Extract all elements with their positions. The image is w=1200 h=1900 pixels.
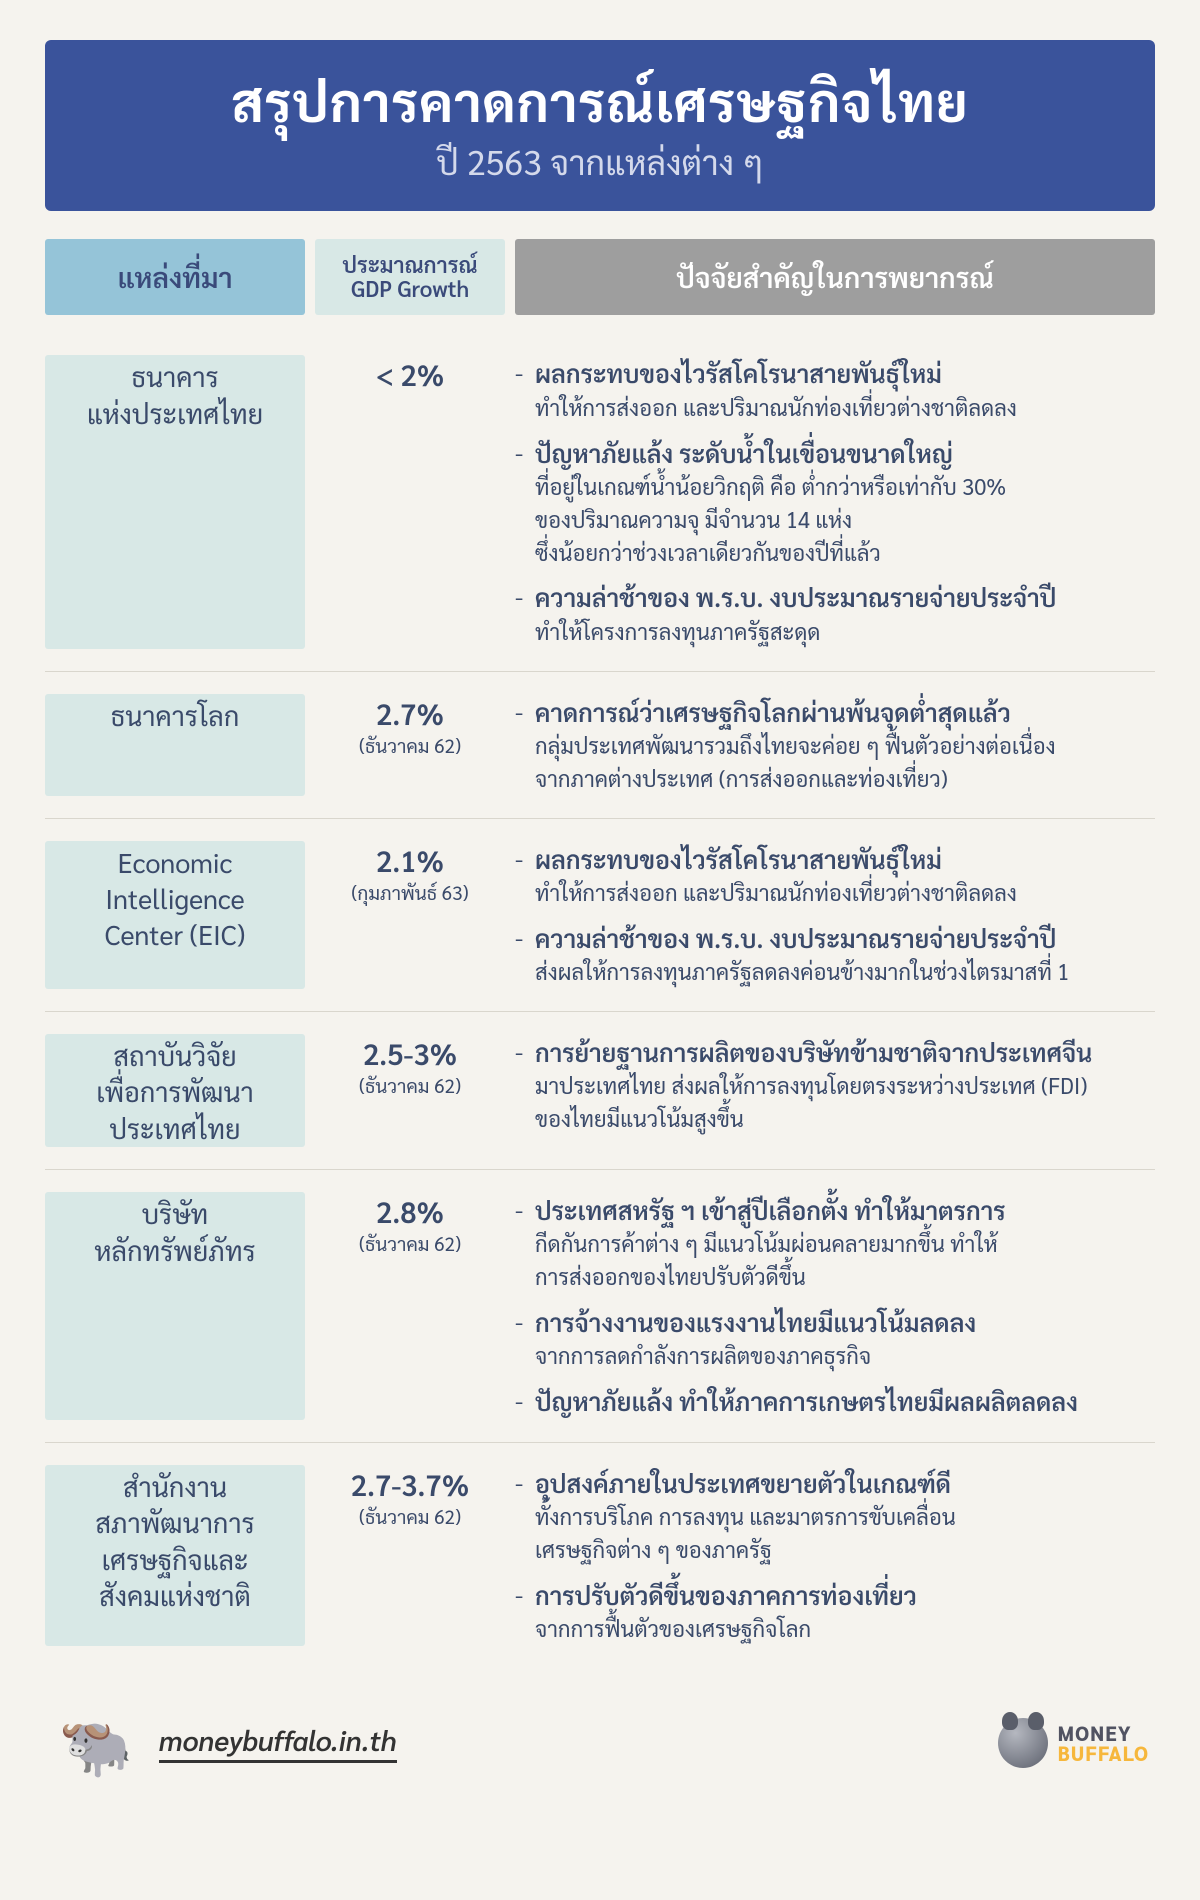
gdp-note: (ธันวาคม 62) [359, 1074, 461, 1098]
factor-sub: ส่งผลให้การลงทุนภาครัฐลดลงค่อนข้างมากในช… [535, 957, 1145, 989]
gdp-value: < 2% [376, 355, 444, 393]
table-row: สถาบันวิจัยเพื่อการพัฒนาประเทศไทย2.5-3%(… [45, 1012, 1155, 1170]
factor-sub: มาประเทศไทย ส่งผลให้การลงทุนโดยตรงระหว่า… [535, 1071, 1145, 1103]
col-header-factors: ปัจจัยสำคัญในการพยากรณ์ [515, 239, 1155, 315]
factor-item: - ความล่าช้าของ พ.ร.บ. งบประมาณรายจ่ายปร… [515, 920, 1145, 989]
factor-sub: กีดกันการค้าต่าง ๆ มีแนวโน้มผ่อนคลายมากข… [535, 1229, 1145, 1261]
table-row: ธนาคารแห่งประเทศไทย < 2% - ผลกระทบของไวรัส… [45, 333, 1155, 671]
factor-sub: ของไทยมีแนวโน้มสูงขึ้น [535, 1104, 1145, 1136]
mascot-icon: 🐃 [51, 1698, 141, 1788]
table-row: สำนักงานสภาพัฒนาการเศรษฐกิจและสังคมแห่งช… [45, 1443, 1155, 1668]
cell-source: EconomicIntelligenceCenter (EIC) [45, 841, 305, 989]
factor-main: - อุปสงค์ภายในประเทศขยายตัวในเกณฑ์ดี [515, 1465, 1145, 1501]
col-header-source: แหล่งที่มา [45, 239, 305, 315]
cell-gdp: 2.5-3%(ธันวาคม 62) [315, 1034, 505, 1147]
cell-source: สำนักงานสภาพัฒนาการเศรษฐกิจและสังคมแห่งช… [45, 1465, 305, 1646]
page-subtitle: ปี 2563 จากแหล่งต่าง ๆ [65, 139, 1135, 183]
gdp-note: (กุมภาพันธ์ 63) [351, 881, 468, 905]
table-row: EconomicIntelligenceCenter (EIC)2.1%(กุม… [45, 819, 1155, 1012]
cell-gdp: 2.1%(กุมภาพันธ์ 63) [315, 841, 505, 989]
factor-sub: การส่งออกของไทยปรับตัวดีขึ้น [535, 1262, 1145, 1294]
factor-item: - ปัญหาภัยแล้ง ระดับน้ำในเขื่อนขนาดใหญ่ท… [515, 435, 1145, 570]
factor-item: - อุปสงค์ภายในประเทศขยายตัวในเกณฑ์ดีทั้ง… [515, 1465, 1145, 1567]
factor-main: - คาดการณ์ว่าเศรษฐกิจโลกผ่านพ้นจุดต่ำสุด… [515, 694, 1145, 730]
gdp-value: 2.1% [376, 841, 444, 879]
cell-source: ธนาคารแห่งประเทศไทย [45, 355, 305, 648]
factor-main: - การย้ายฐานการผลิตของบริษัทข้ามชาติจากป… [515, 1034, 1145, 1070]
cell-factors: - ผลกระทบของไวรัสโคโรนาสายพันธุ์ใหม่ทำให… [515, 355, 1155, 648]
factor-sub: ทำให้การส่งออก และปริมาณนักท่องเที่ยวต่า… [535, 393, 1145, 425]
cell-factors: - การย้ายฐานการผลิตของบริษัทข้ามชาติจากป… [515, 1034, 1155, 1147]
table-row: บริษัทหลักทรัพย์ภัทร2.8%(ธันวาคม 62)- ปร… [45, 1170, 1155, 1442]
factor-sub: ที่อยู่ในเกณฑ์น้ำน้อยวิกฤติ คือ ต่ำกว่าห… [535, 472, 1145, 504]
factor-item: - การจ้างงานของแรงงานไทยมีแนวโน้มลดลงจาก… [515, 1304, 1145, 1373]
factor-sub: จากภาคต่างประเทศ (การส่งออกและท่องเที่ยว… [535, 764, 1145, 796]
factor-item: - ปัญหาภัยแล้ง ทำให้ภาคการเกษตรไทยมีผลผล… [515, 1383, 1145, 1419]
cell-source: ธนาคารโลก [45, 694, 305, 796]
factor-item: - ผลกระทบของไวรัสโคโรนาสายพันธุ์ใหม่ทำให… [515, 841, 1145, 910]
table-row: ธนาคารโลก2.7%(ธันวาคม 62)- คาดการณ์ว่าเศ… [45, 672, 1155, 819]
cell-factors: - คาดการณ์ว่าเศรษฐกิจโลกผ่านพ้นจุดต่ำสุด… [515, 694, 1155, 796]
col-header-gdp: ประมาณการณ์GDP Growth [315, 239, 505, 315]
factor-item: - ความล่าช้าของ พ.ร.บ. งบประมาณรายจ่ายปร… [515, 579, 1145, 648]
factor-item: - การย้ายฐานการผลิตของบริษัทข้ามชาติจากป… [515, 1034, 1145, 1136]
factor-main: - ปัญหาภัยแล้ง ระดับน้ำในเขื่อนขนาดใหญ่ [515, 435, 1145, 471]
factor-main: - ความล่าช้าของ พ.ร.บ. งบประมาณรายจ่ายปร… [515, 920, 1145, 956]
factor-item: - การปรับตัวดีขึ้นของภาคการท่องเที่ยวจาก… [515, 1577, 1145, 1646]
factor-main: - ปัญหาภัยแล้ง ทำให้ภาคการเกษตรไทยมีผลผล… [515, 1383, 1145, 1419]
gdp-note: (ธันวาคม 62) [359, 1505, 461, 1529]
gdp-value: 2.8% [376, 1192, 444, 1230]
cell-source: สถาบันวิจัยเพื่อการพัฒนาประเทศไทย [45, 1034, 305, 1147]
factor-item: - ประเทศสหรัฐ ฯ เข้าสู่ปีเลือกตั้ง ทำให้… [515, 1192, 1145, 1294]
gdp-value: 2.7% [376, 694, 444, 732]
cell-gdp: < 2% [315, 355, 505, 648]
column-headers: แหล่งที่มา ประมาณการณ์GDP Growth ปัจจัยส… [45, 239, 1155, 315]
cell-source: บริษัทหลักทรัพย์ภัทร [45, 1192, 305, 1419]
cell-factors: - อุปสงค์ภายในประเทศขยายตัวในเกณฑ์ดีทั้ง… [515, 1465, 1155, 1646]
brand-logo: MONEY BUFFALO [998, 1718, 1149, 1768]
factor-main: - ผลกระทบของไวรัสโคโรนาสายพันธุ์ใหม่ [515, 355, 1145, 391]
factor-sub: ทำให้การส่งออก และปริมาณนักท่องเที่ยวต่า… [535, 878, 1145, 910]
factor-sub: กลุ่มประเทศพัฒนารวมถึงไทยจะค่อย ๆ ฟื้นตั… [535, 731, 1145, 763]
footer-url: moneybuffalo.in.th [159, 1722, 397, 1763]
factor-main: - ความล่าช้าของ พ.ร.บ. งบประมาณรายจ่ายปร… [515, 579, 1145, 615]
buffalo-head-icon [998, 1718, 1048, 1768]
factor-item: - ผลกระทบของไวรัสโคโรนาสายพันธุ์ใหม่ทำให… [515, 355, 1145, 424]
factor-sub: ของปริมาณความจุ มีจำนวน 14 แห่ง [535, 505, 1145, 537]
factor-main: - ผลกระทบของไวรัสโคโรนาสายพันธุ์ใหม่ [515, 841, 1145, 877]
factor-main: - ประเทศสหรัฐ ฯ เข้าสู่ปีเลือกตั้ง ทำให้… [515, 1192, 1145, 1228]
factor-sub: เศรษฐกิจต่าง ๆ ของภาครัฐ [535, 1535, 1145, 1567]
page-title: สรุปการคาดการณ์เศรษฐกิจไทย [65, 64, 1135, 135]
gdp-value: 2.5-3% [363, 1034, 457, 1072]
factor-sub: จากการลดกำลังการผลิตของภาคธุรกิจ [535, 1341, 1145, 1373]
factor-item: - คาดการณ์ว่าเศรษฐกิจโลกผ่านพ้นจุดต่ำสุด… [515, 694, 1145, 796]
cell-gdp: 2.8%(ธันวาคม 62) [315, 1192, 505, 1419]
factor-sub: ทั้งการบริโภค การลงทุน และมาตรการขับเคลื… [535, 1502, 1145, 1534]
factor-sub: จากการฟื้นตัวของเศรษฐกิจโลก [535, 1614, 1145, 1646]
footer: 🐃 moneybuffalo.in.th MONEY BUFFALO [45, 1698, 1155, 1788]
cell-factors: - ผลกระทบของไวรัสโคโรนาสายพันธุ์ใหม่ทำให… [515, 841, 1155, 989]
gdp-value: 2.7-3.7% [351, 1465, 469, 1503]
gdp-note: (ธันวาคม 62) [359, 1232, 461, 1256]
header-banner: สรุปการคาดการณ์เศรษฐกิจไทย ปี 2563 จากแห… [45, 40, 1155, 211]
brand-line2: BUFFALO [1058, 1743, 1149, 1763]
cell-gdp: 2.7%(ธันวาคม 62) [315, 694, 505, 796]
cell-gdp: 2.7-3.7%(ธันวาคม 62) [315, 1465, 505, 1646]
factor-main: - การปรับตัวดีขึ้นของภาคการท่องเที่ยว [515, 1577, 1145, 1613]
gdp-note: (ธันวาคม 62) [359, 734, 461, 758]
cell-factors: - ประเทศสหรัฐ ฯ เข้าสู่ปีเลือกตั้ง ทำให้… [515, 1192, 1155, 1419]
factor-sub: ทำให้โครงการลงทุนภาครัฐสะดุด [535, 617, 1145, 649]
factor-main: - การจ้างงานของแรงงานไทยมีแนวโน้มลดลง [515, 1304, 1145, 1340]
table-body: ธนาคารแห่งประเทศไทย < 2% - ผลกระทบของไวรัส… [45, 333, 1155, 1667]
factor-sub: ซึ่งน้อยกว่าช่วงเวลาเดียวกันของปีที่แล้ว [535, 538, 1145, 570]
